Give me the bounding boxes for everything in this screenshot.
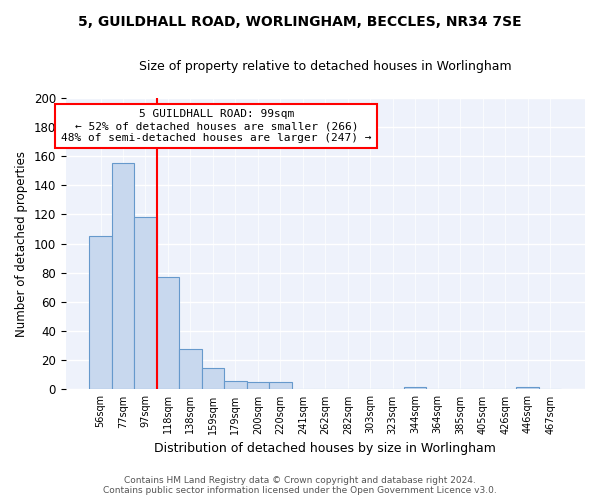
Text: 5 GUILDHALL ROAD: 99sqm
← 52% of detached houses are smaller (266)
48% of semi-d: 5 GUILDHALL ROAD: 99sqm ← 52% of detache… — [61, 110, 371, 142]
Bar — [269, 382, 292, 390]
Y-axis label: Number of detached properties: Number of detached properties — [15, 150, 28, 336]
X-axis label: Distribution of detached houses by size in Worlingham: Distribution of detached houses by size … — [154, 442, 496, 455]
Bar — [224, 380, 247, 390]
Bar — [202, 368, 224, 390]
Bar — [247, 382, 269, 390]
Bar — [404, 386, 427, 390]
Bar — [157, 277, 179, 390]
Text: Contains HM Land Registry data © Crown copyright and database right 2024.
Contai: Contains HM Land Registry data © Crown c… — [103, 476, 497, 495]
Bar — [112, 164, 134, 390]
Bar — [134, 218, 157, 390]
Bar — [89, 236, 112, 390]
Title: Size of property relative to detached houses in Worlingham: Size of property relative to detached ho… — [139, 60, 512, 73]
Bar — [517, 386, 539, 390]
Text: 5, GUILDHALL ROAD, WORLINGHAM, BECCLES, NR34 7SE: 5, GUILDHALL ROAD, WORLINGHAM, BECCLES, … — [78, 15, 522, 29]
Bar — [179, 348, 202, 390]
